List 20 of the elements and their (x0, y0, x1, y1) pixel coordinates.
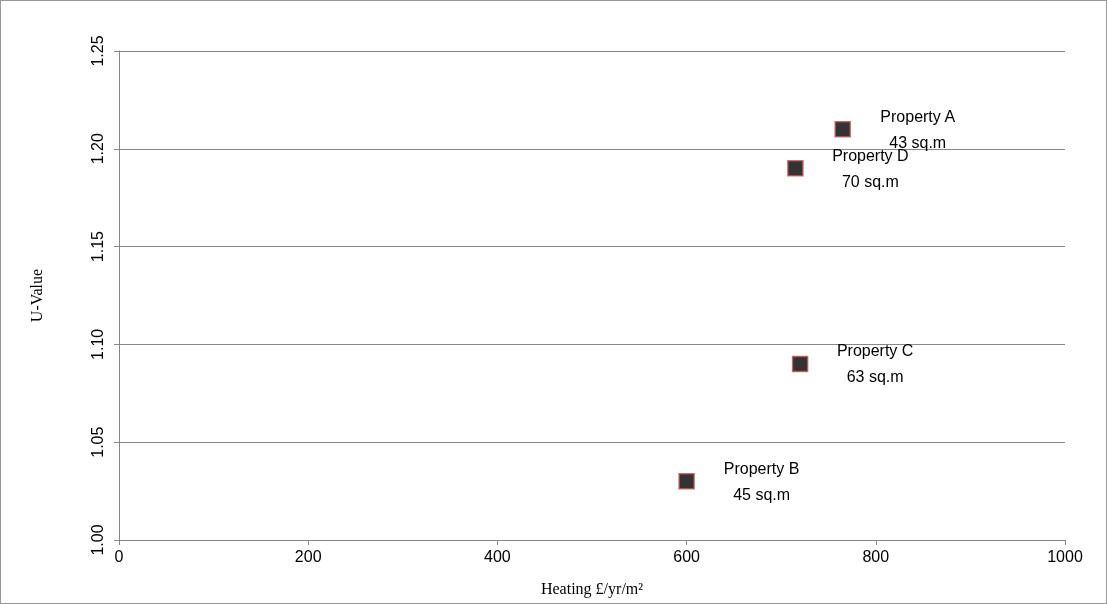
annotation: Property C 63 sq.m (836, 342, 914, 386)
point (834, 120, 851, 138)
point (678, 473, 695, 490)
y-tick-label: 1.10 (88, 328, 106, 360)
annotation: Property B 45 sq.m (723, 459, 800, 503)
y-tick-label: 1.20 (88, 133, 106, 165)
y-tick-label: 1.00 (88, 524, 106, 556)
x-tick-label: 200 (294, 547, 322, 565)
y-tick-label: 1.05 (88, 426, 106, 458)
point (787, 160, 804, 177)
x-tick-label: 800 (862, 547, 890, 565)
x-tick-label: 600 (673, 547, 701, 565)
x-tick-label: 1000 (1047, 547, 1083, 565)
y-tick-label: 1.25 (88, 35, 106, 67)
x-tick-label: 400 (484, 547, 511, 565)
x-tick-label: 0 (114, 547, 124, 565)
point (791, 355, 809, 373)
x-axis-title: Heating £/yr/m² (540, 579, 644, 598)
y-axis-title: U-Value (27, 268, 45, 323)
y-tick-label: 1.15 (88, 230, 106, 263)
